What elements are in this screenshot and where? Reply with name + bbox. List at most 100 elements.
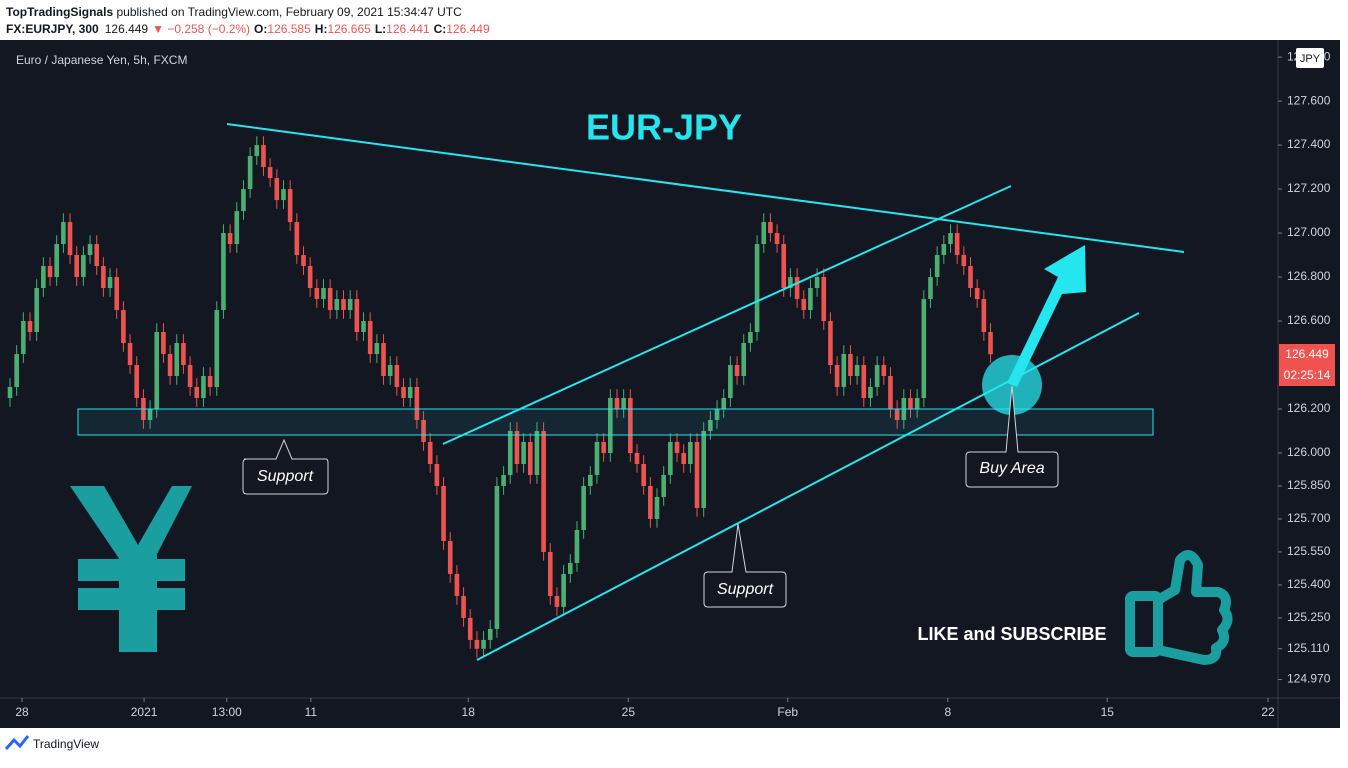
candle-body <box>294 222 300 256</box>
candle-body <box>694 441 700 508</box>
cta-text: LIKE and SUBSCRIBE <box>917 624 1106 644</box>
candle-body <box>968 266 973 289</box>
candle-body <box>14 354 19 388</box>
callout-text: Buy Area <box>979 460 1044 477</box>
candle-body <box>447 540 453 574</box>
candle-body <box>828 321 833 366</box>
y-tick-label: 125.110 <box>1287 641 1330 655</box>
candle-body <box>361 321 366 333</box>
logo-text: TradingView <box>33 737 99 751</box>
candle-body <box>434 463 440 486</box>
candle-body <box>61 222 66 245</box>
candle-body <box>748 332 753 344</box>
candle-body <box>894 408 900 420</box>
callout-box <box>703 523 787 608</box>
logo: TradingView <box>4 735 99 751</box>
candle-body <box>674 441 680 453</box>
candle-body <box>421 419 426 442</box>
y-tick-label: 124.970 <box>1287 672 1331 686</box>
candle-body <box>27 321 33 333</box>
candle-body <box>768 222 773 234</box>
x-tick-label: 2021 <box>131 705 158 719</box>
candle-body <box>147 408 153 420</box>
candle-body <box>721 398 727 409</box>
ohlc-value: 126.449 <box>446 22 490 36</box>
candle-body <box>387 365 393 377</box>
candle-body <box>708 419 713 431</box>
candle-body <box>588 474 593 486</box>
candle-body <box>74 255 80 278</box>
callout-text: Support <box>257 468 314 485</box>
candle-body <box>267 167 273 179</box>
candle-body <box>254 145 260 157</box>
candle-body <box>54 244 59 278</box>
candle-body <box>134 365 140 399</box>
candle-body <box>441 485 446 541</box>
x-tick-label: 28 <box>15 705 29 719</box>
candle-body <box>187 365 193 388</box>
candle-body <box>874 365 880 388</box>
candle-body <box>781 244 787 289</box>
candle-body <box>868 387 873 399</box>
countdown: 02:25:14 <box>1284 368 1331 382</box>
support-zone <box>77 408 1154 436</box>
change: ▼ −0.258 (−0.2%) <box>152 22 250 36</box>
logo-icon <box>4 735 30 750</box>
candle-body <box>654 496 660 519</box>
x-tick-label: 15 <box>1101 705 1115 719</box>
symbol: FX:EURJPY, 300 <box>6 22 99 36</box>
candle-body <box>621 398 626 409</box>
callout-support-bottom: Support <box>703 523 787 608</box>
candle-body <box>414 387 420 420</box>
ohlc-key: L: <box>375 22 386 36</box>
candle-body <box>741 343 747 377</box>
x-tick-label: 11 <box>305 705 318 719</box>
candle-body <box>567 562 573 574</box>
candle-body <box>367 321 373 355</box>
candle-body <box>761 222 767 245</box>
candle-body <box>227 233 233 245</box>
candle-body <box>561 573 566 607</box>
candle-body <box>934 255 940 278</box>
callout-box <box>242 438 329 495</box>
header-bg <box>0 0 1348 40</box>
candle-body <box>801 299 807 311</box>
candle-body <box>547 551 553 596</box>
up-arrow <box>1007 245 1086 387</box>
currency: JPY <box>1300 53 1321 65</box>
candle-body <box>427 441 433 464</box>
header-line-2: FX:EURJPY, 300 126.449 ▼ −0.258 (−0.2%) O:1… <box>6 22 490 36</box>
x-tick-label: 22 <box>1261 705 1275 719</box>
candle-body <box>861 365 867 399</box>
resistance-line <box>226 123 1185 253</box>
y-tick-label: 125.700 <box>1287 511 1331 525</box>
candle-body <box>327 288 333 311</box>
callout-text: Support <box>717 581 774 598</box>
candle-body <box>714 408 720 420</box>
candle-body <box>474 639 480 649</box>
plot <box>7 136 993 658</box>
candle-body <box>527 441 533 475</box>
candle-body <box>214 310 220 388</box>
candle-body <box>167 354 173 377</box>
candle-body <box>34 288 39 333</box>
candle-body <box>481 639 486 649</box>
candle-body <box>374 343 380 355</box>
candle-body <box>234 211 240 245</box>
candle-body <box>661 474 666 497</box>
x-tick-label: 8 <box>944 705 951 719</box>
y-tick-label: 126.000 <box>1287 445 1331 459</box>
y-tick-label: 127.000 <box>1287 225 1331 239</box>
candle-body <box>514 430 520 464</box>
candle-body <box>608 398 613 453</box>
candle-body <box>594 441 600 475</box>
thumb-icon <box>1125 550 1233 665</box>
candle-body <box>648 485 653 519</box>
candle-body <box>681 452 686 464</box>
chart-title: EUR-JPY <box>586 107 742 148</box>
candle-body <box>734 365 740 377</box>
candle-body <box>794 277 800 300</box>
chart-bg <box>0 40 1340 728</box>
candle-body <box>487 628 493 640</box>
candle-body <box>307 266 313 289</box>
